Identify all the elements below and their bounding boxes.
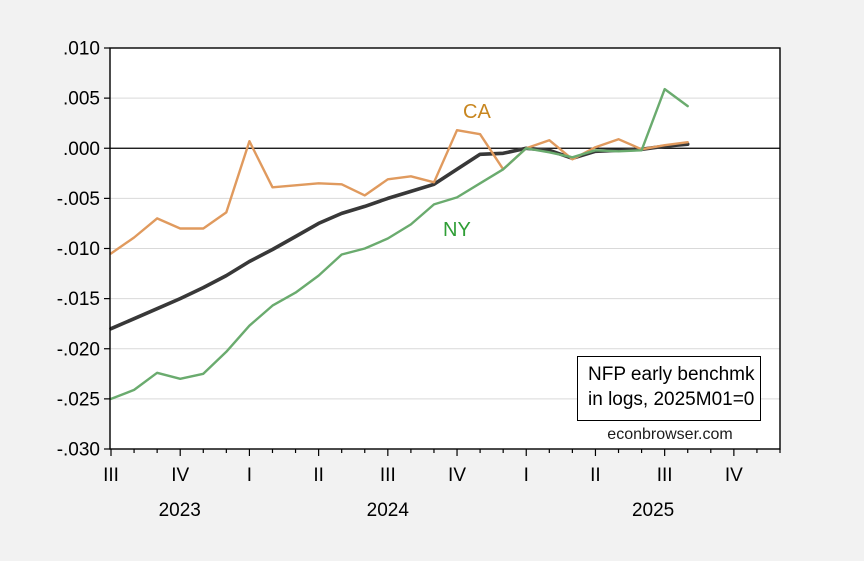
svg-text:-.030: -.030 — [57, 440, 100, 461]
svg-text:III: III — [103, 465, 119, 486]
svg-text:2025: 2025 — [632, 500, 674, 521]
watermark: econbrowser.com — [607, 426, 733, 443]
ny-series-label: NY — [443, 219, 471, 241]
svg-text:.005: .005 — [63, 89, 100, 110]
svg-text:III: III — [380, 465, 396, 486]
ca-series-label: CA — [463, 101, 491, 123]
svg-text:IV: IV — [171, 465, 189, 486]
note-box: NFP early benchmk in logs, 2025M01=0 — [577, 356, 761, 421]
svg-text:2024: 2024 — [367, 500, 410, 521]
svg-text:II: II — [313, 465, 324, 486]
svg-text:IV: IV — [725, 465, 743, 486]
svg-text:2023: 2023 — [159, 500, 201, 521]
svg-text:IV: IV — [448, 465, 466, 486]
svg-text:-.005: -.005 — [57, 189, 100, 210]
svg-text:-.025: -.025 — [57, 389, 100, 410]
svg-text:I: I — [524, 465, 529, 486]
svg-text:I: I — [247, 465, 252, 486]
svg-text:-.010: -.010 — [57, 239, 100, 260]
svg-text:II: II — [590, 465, 601, 486]
svg-text:-.015: -.015 — [57, 289, 100, 310]
note-line-2: in logs, 2025M01=0 — [588, 389, 755, 410]
note-line-1: NFP early benchmk — [588, 364, 755, 385]
svg-text:-.020: -.020 — [57, 339, 100, 360]
svg-text:.000: .000 — [63, 139, 100, 160]
svg-text:III: III — [657, 465, 673, 486]
svg-text:.010: .010 — [63, 39, 100, 60]
